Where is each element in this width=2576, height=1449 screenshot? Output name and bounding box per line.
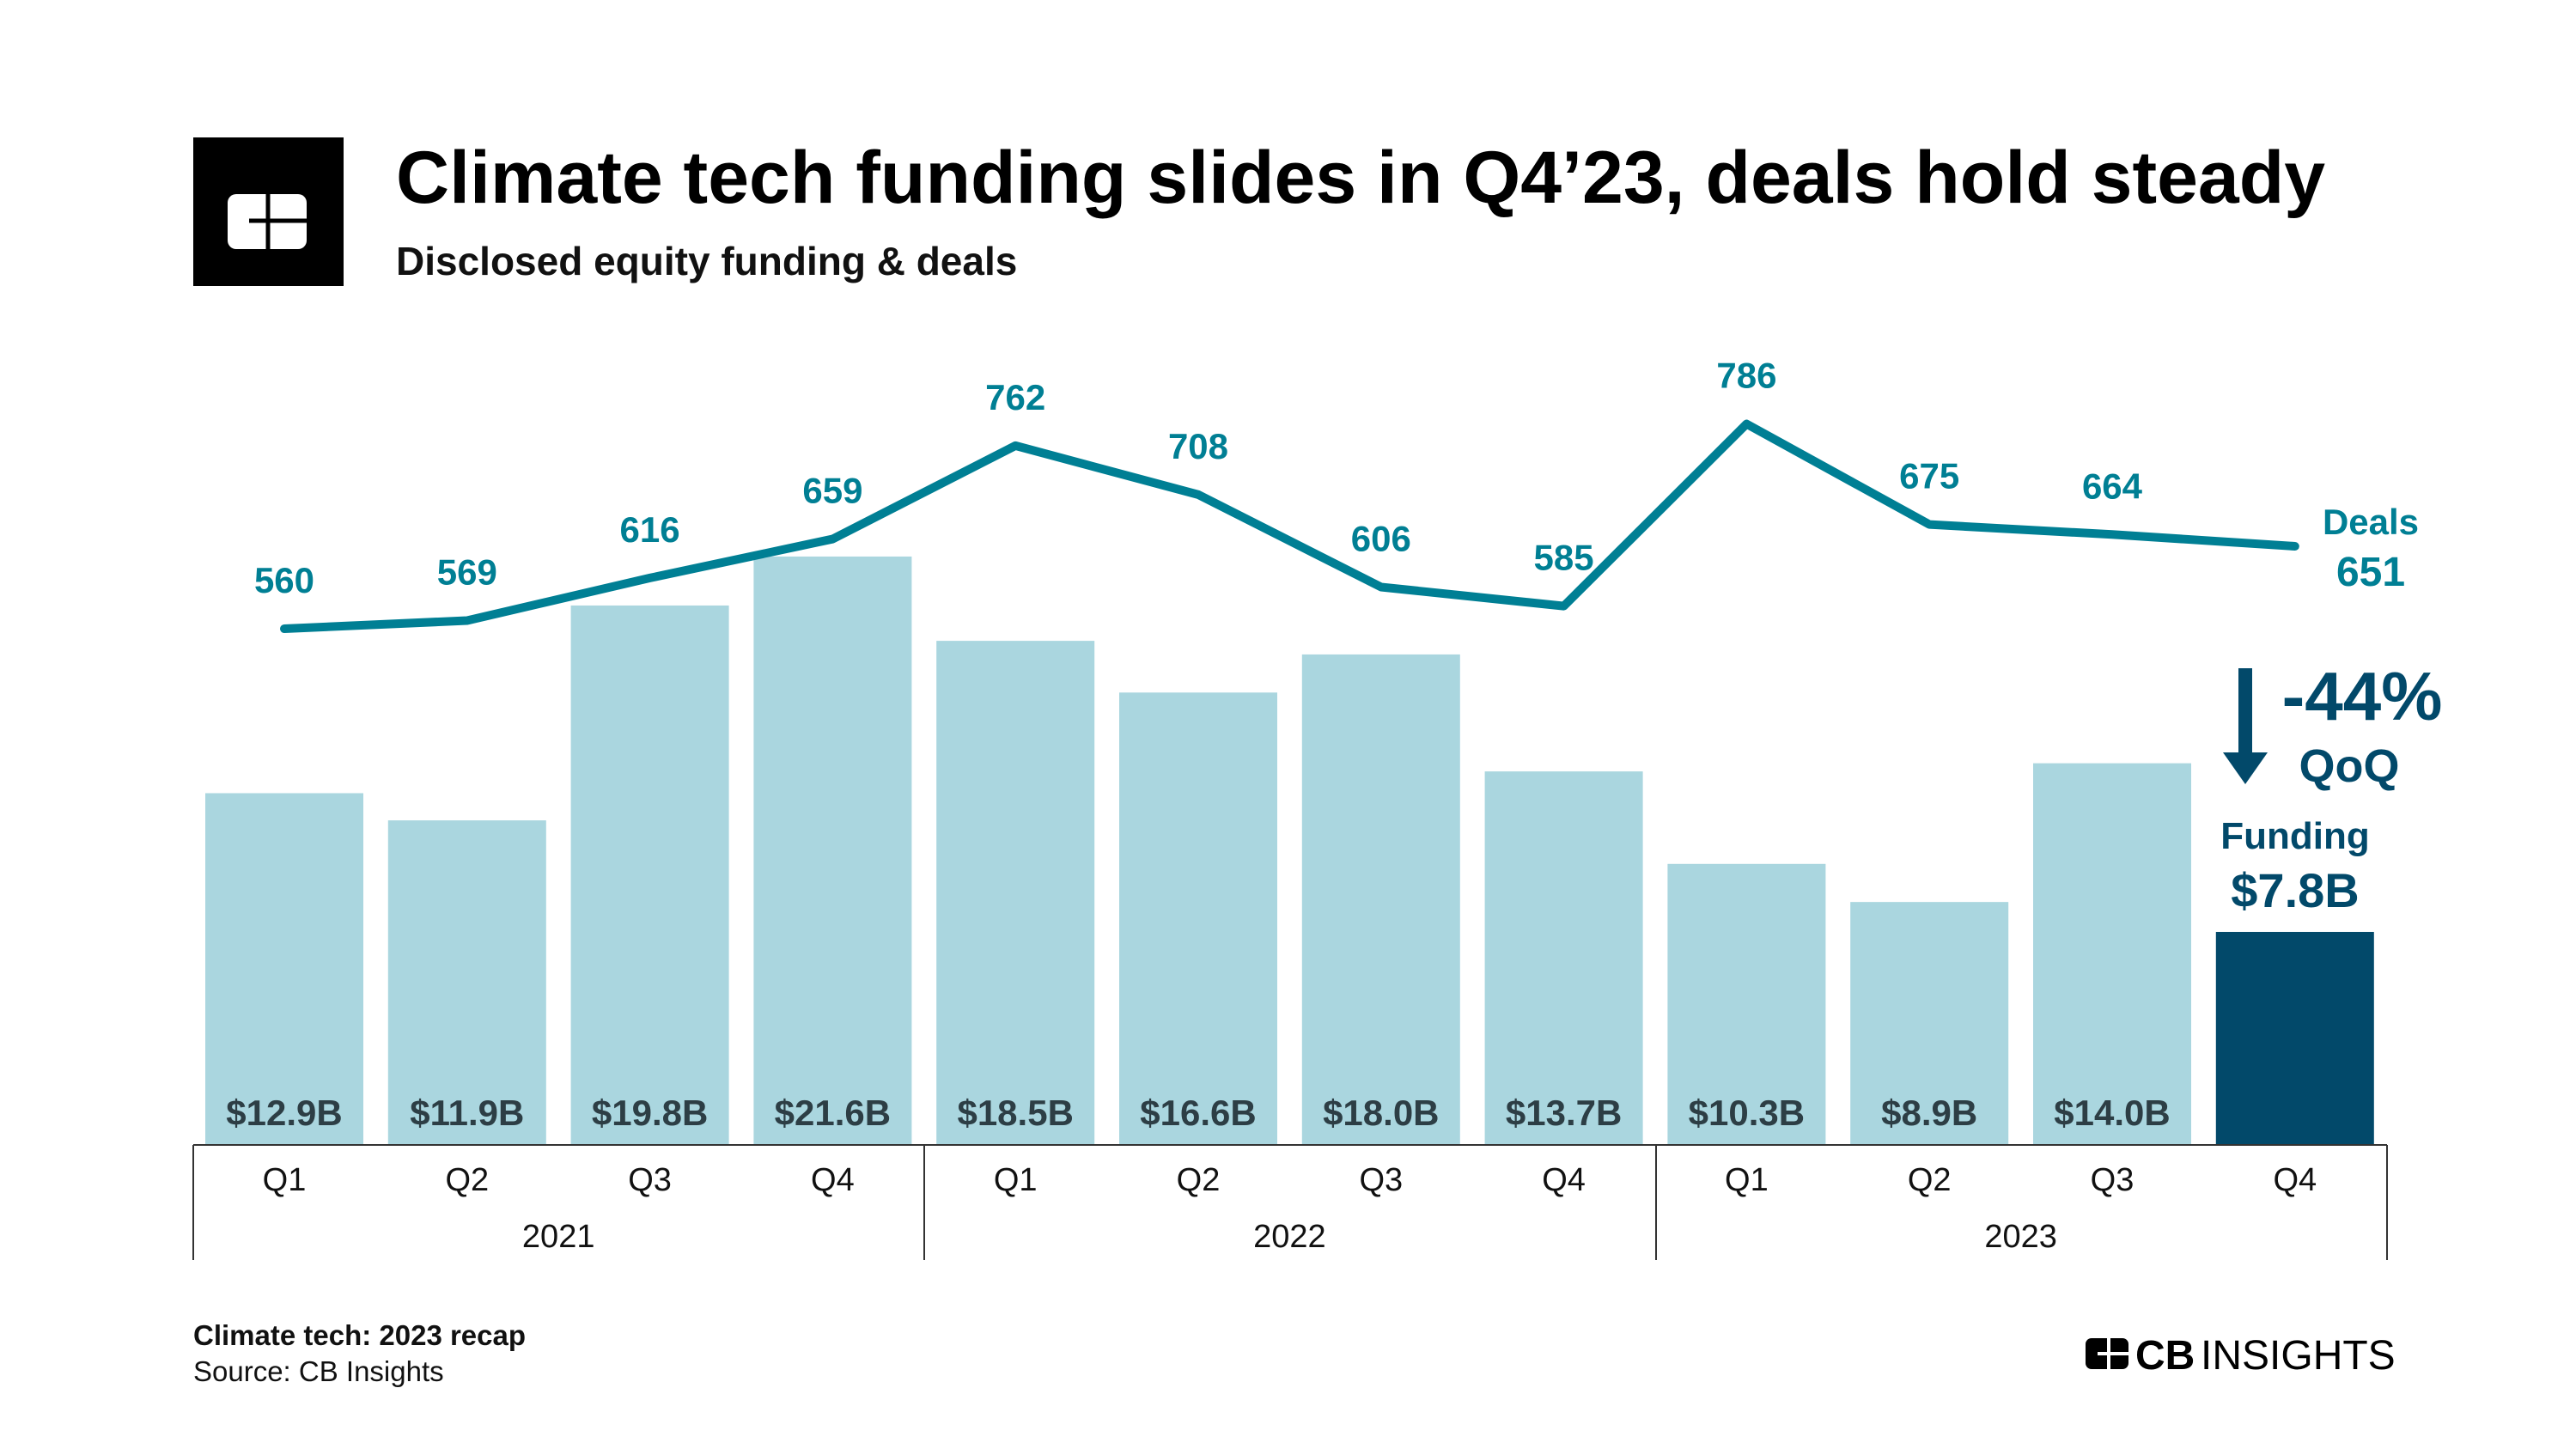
change-percent: -44% [2282, 658, 2443, 734]
deal-count-label: 786 [1716, 356, 1776, 396]
bar-value-label: $11.9B [410, 1093, 524, 1133]
bar-value-label: $16.6B [1140, 1093, 1256, 1133]
year-tick-label: 2023 [1984, 1219, 2057, 1255]
deals-series-label: Deals [2323, 502, 2419, 542]
year-tick-label: 2022 [1253, 1219, 1326, 1255]
quarter-tick-label: Q2 [1908, 1162, 1952, 1198]
funding-bar [753, 556, 912, 1144]
quarter-tick-label: Q3 [2091, 1162, 2134, 1198]
bar-value-label: $10.3B [1689, 1093, 1805, 1133]
deal-count-label: 585 [1534, 538, 1594, 578]
bar-value-label: $12.9B [226, 1093, 342, 1133]
brand-insights: INSIGHTS [2201, 1333, 2396, 1379]
bar-value-label: $18.0B [1323, 1093, 1439, 1133]
funding-bar [1119, 692, 1277, 1144]
bar-value-label: $14.0B [2054, 1093, 2170, 1133]
quarter-tick-label: Q1 [1725, 1162, 1769, 1198]
funding-label: Funding [2220, 815, 2370, 857]
funding-bar [936, 641, 1095, 1144]
report-name: Climate tech: 2023 recap [193, 1319, 526, 1351]
bar-value-label: $8.9B [1881, 1093, 1977, 1133]
chart-title: Climate tech funding slides in Q4’23, de… [396, 137, 2325, 219]
funding-value: $7.8B [2231, 863, 2359, 917]
quarter-tick-label: Q3 [628, 1162, 672, 1198]
chart-subtitle: Disclosed equity funding & deals [396, 239, 1017, 283]
quarter-tick-label: Q3 [1359, 1162, 1403, 1198]
bar-value-label: $18.5B [957, 1093, 1073, 1133]
funding-bar [1667, 863, 1826, 1144]
quarter-tick-label: Q1 [994, 1162, 1038, 1198]
deal-count-label: 659 [802, 471, 862, 511]
deal-count-label: 569 [437, 552, 497, 593]
funding-bar [387, 820, 546, 1144]
change-annotation: -44% QoQ Funding $7.8B [2220, 658, 2442, 917]
funding-bar [2215, 931, 2374, 1144]
funding-bar [570, 605, 729, 1144]
deal-count-label: 606 [1351, 518, 1411, 558]
x-axis: Q1 Q2 Q3 Q4 Q1 Q2 Q3 Q4 Q1 Q2 Q3 Q4 2021 2022 2023 [192, 1144, 2388, 1260]
deal-count-label: 675 [1899, 456, 1959, 496]
year-tick-label: 2021 [522, 1219, 595, 1255]
quarter-tick-label: Q4 [2273, 1162, 2317, 1198]
deal-count-label: 762 [985, 377, 1045, 417]
brand-cb: CB [2135, 1333, 2195, 1379]
funding-bar [1850, 902, 2009, 1144]
bar-value-label: $13.7B [1506, 1093, 1622, 1133]
quarter-tick-label: Q4 [811, 1162, 855, 1198]
deal-count-label: 616 [620, 509, 680, 550]
down-arrow-icon [2223, 668, 2268, 784]
source-note: Source: CB Insights [193, 1355, 444, 1387]
bar-value-label: $19.8B [592, 1093, 708, 1133]
deals-line [280, 419, 2299, 633]
deals-last-value: 651 [2336, 550, 2405, 595]
bar-value-label: $21.6B [775, 1093, 891, 1133]
funding-bar [2033, 763, 2191, 1144]
cb-logo-mark [193, 137, 344, 286]
change-period: QoQ [2299, 740, 2400, 792]
funding-bar [1484, 771, 1643, 1144]
deals-annotation: Deals 651 [2323, 502, 2419, 595]
quarter-tick-label: Q4 [1542, 1162, 1586, 1198]
deal-count-label: 560 [254, 560, 314, 600]
deal-count-label: 664 [2082, 466, 2143, 506]
quarter-tick-label: Q2 [1177, 1162, 1221, 1198]
quarter-tick-label: Q1 [263, 1162, 307, 1198]
quarter-tick-label: Q2 [445, 1162, 489, 1198]
deal-count-label: 708 [1168, 426, 1228, 466]
funding-bar [205, 793, 363, 1144]
cb-insights-logo: CB INSIGHTS [2086, 1333, 2396, 1379]
funding-bar [1301, 654, 1460, 1144]
